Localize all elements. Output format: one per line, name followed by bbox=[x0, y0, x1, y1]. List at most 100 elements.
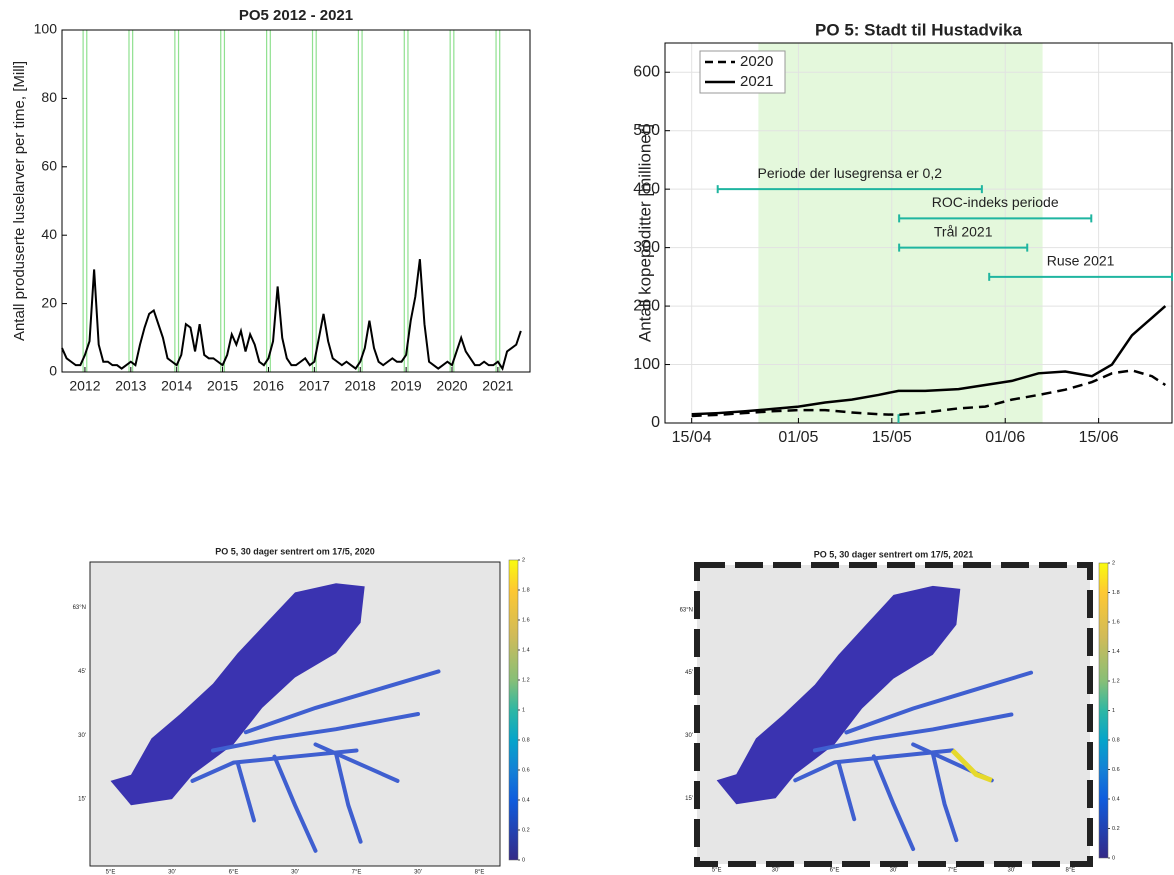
lon-label: 30' bbox=[414, 870, 422, 875]
colorbar-tick-label: 0 bbox=[522, 857, 525, 863]
x-tick-label: 2013 bbox=[115, 378, 146, 394]
lon-label: 30' bbox=[168, 870, 176, 875]
x-tick-label: 2017 bbox=[299, 378, 330, 394]
map-fjord bbox=[211, 712, 420, 753]
lat-label: 63°N bbox=[680, 607, 693, 613]
lat-label: 45' bbox=[685, 670, 693, 676]
lon-label: 30' bbox=[291, 870, 299, 875]
colorbar-tick-label: 0 bbox=[1112, 855, 1115, 861]
map-sea bbox=[110, 583, 365, 806]
colorbar-tick-label: 0.2 bbox=[1112, 826, 1120, 832]
x-tick-label: 2019 bbox=[391, 378, 422, 394]
map-hotspot bbox=[950, 748, 993, 783]
legend-label: 2021 bbox=[740, 73, 773, 90]
x-tick-label: 15/04 bbox=[672, 429, 712, 446]
lat-label: 15' bbox=[78, 797, 86, 803]
y-tick-label: 0 bbox=[651, 414, 660, 431]
y-tick-label: 500 bbox=[633, 122, 660, 139]
lon-label: 8°E bbox=[1065, 868, 1075, 874]
x-tick-label: 2016 bbox=[253, 378, 284, 394]
x-tick-label: 15/05 bbox=[872, 429, 912, 446]
colorbar-tick-label: 1.8 bbox=[522, 587, 530, 593]
colorbar-tick-label: 1.8 bbox=[1112, 590, 1120, 596]
y-tick-label: 100 bbox=[633, 356, 660, 373]
x-tick-label: 2018 bbox=[345, 378, 376, 394]
colorbar-tick-label: 0.6 bbox=[1112, 767, 1120, 773]
legend-box bbox=[699, 50, 786, 94]
lon-label: 8°E bbox=[475, 870, 485, 875]
colorbar-tick-label: 1.2 bbox=[522, 677, 530, 683]
colorbar-tick-label: 2 bbox=[522, 557, 525, 563]
y-tick-label: 200 bbox=[633, 297, 660, 314]
x-tick-label: 01/06 bbox=[985, 429, 1025, 446]
colorbar-tick-label: 0.8 bbox=[522, 737, 530, 743]
y-tick-label: 20 bbox=[41, 294, 57, 310]
lat-label: 63°N bbox=[73, 605, 86, 611]
map-fjord bbox=[812, 712, 1014, 753]
colorbar-tick-label: 1 bbox=[1112, 708, 1115, 714]
colorbar-tick-label: 1.4 bbox=[1112, 649, 1120, 655]
lon-label: 7°E bbox=[948, 868, 958, 874]
map-fjord bbox=[334, 751, 363, 844]
map-title: PO 5, 30 dager sentrert om 17/5, 2020 bbox=[215, 546, 375, 556]
data-line bbox=[691, 305, 1167, 416]
lat-label: 30' bbox=[685, 733, 693, 739]
y-tick-label: 40 bbox=[41, 226, 57, 242]
map-fjord bbox=[272, 754, 318, 853]
lon-label: 7°E bbox=[352, 870, 362, 875]
lat-label: 45' bbox=[78, 669, 86, 675]
data-line bbox=[691, 369, 1167, 418]
colorbar bbox=[508, 559, 519, 861]
colorbar-tick-label: 1.2 bbox=[1112, 678, 1120, 684]
colorbar-tick-label: 0.2 bbox=[522, 827, 530, 833]
map-sea bbox=[716, 585, 961, 805]
y-tick-label: 60 bbox=[41, 158, 57, 174]
lon-label: 5°E bbox=[712, 868, 722, 874]
legend-label: 2020 bbox=[740, 53, 773, 70]
y-tick-label: 100 bbox=[34, 21, 58, 37]
colorbar-tick-label: 1 bbox=[522, 707, 525, 713]
map-fjord bbox=[313, 742, 400, 783]
colorbar-tick-label: 1.4 bbox=[522, 647, 530, 653]
interval-label: Periode der lusegrensa er 0,2 bbox=[758, 165, 943, 181]
map-fjord bbox=[235, 760, 256, 823]
map-title: PO 5, 30 dager sentrert om 17/5, 2021 bbox=[814, 549, 974, 559]
chart-title: PO5 2012 - 2021 bbox=[239, 7, 353, 24]
y-tick-label: 80 bbox=[41, 89, 57, 105]
lon-label: 30' bbox=[1007, 868, 1015, 874]
interval-label: Trål 2021 bbox=[934, 223, 993, 239]
x-tick-label: 2021 bbox=[482, 378, 513, 394]
colorbar-tick-label: 1.6 bbox=[1112, 619, 1120, 625]
x-tick-label: 2012 bbox=[69, 378, 100, 394]
plot-frame bbox=[664, 42, 1173, 424]
colorbar-tick-label: 0.4 bbox=[522, 797, 530, 803]
colorbar-tick-label: 0.8 bbox=[1112, 737, 1120, 743]
map-fjord bbox=[844, 670, 1034, 735]
colorbar-tick-label: 0.4 bbox=[1112, 796, 1120, 802]
y-axis-label: Antall kopepoditter [millioner] bbox=[635, 124, 654, 342]
colorbar-tick-label: 0.6 bbox=[522, 767, 530, 773]
lat-label: 15' bbox=[685, 796, 693, 802]
lat-label: 30' bbox=[78, 733, 86, 739]
y-tick-label: 600 bbox=[633, 63, 660, 80]
plot-frame bbox=[61, 29, 531, 373]
x-tick-label: 2014 bbox=[161, 378, 192, 394]
colorbar-tick-label: 2 bbox=[1112, 560, 1115, 566]
x-tick-label: 15/06 bbox=[1079, 429, 1119, 446]
interval-label: Ruse 2021 bbox=[1047, 253, 1115, 269]
interval-label: ROC-indeks periode bbox=[932, 194, 1059, 210]
chart-title: PO 5: Stadt til Hustadvika bbox=[815, 20, 1022, 39]
map-fjord bbox=[836, 760, 857, 822]
map-fjord bbox=[793, 748, 955, 783]
lon-label: 30' bbox=[890, 868, 898, 874]
colorbar-tick-label: 1.6 bbox=[522, 617, 530, 623]
map-fjord bbox=[871, 754, 916, 852]
lon-label: 30' bbox=[772, 868, 780, 874]
x-tick-label: 2020 bbox=[436, 378, 467, 394]
shaded-region bbox=[758, 43, 1043, 423]
x-tick-label: 2015 bbox=[207, 378, 238, 394]
lon-label: 5°E bbox=[106, 870, 116, 875]
lon-label: 6°E bbox=[830, 868, 840, 874]
